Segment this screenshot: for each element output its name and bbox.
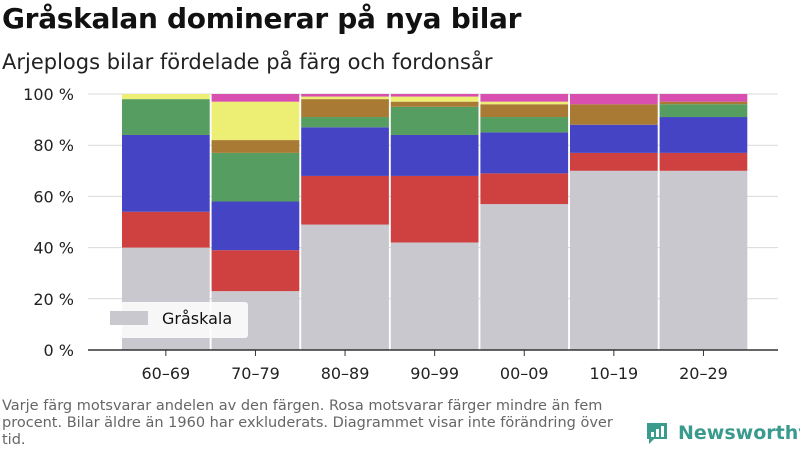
bar-segment <box>390 106 479 135</box>
bar-segment <box>390 96 479 102</box>
bar-segment <box>301 94 389 97</box>
y-tick-label: 100 % <box>23 85 74 104</box>
bar-segment <box>301 117 389 128</box>
brand-name: Newsworthy <box>678 422 800 444</box>
bar-segment <box>211 140 300 153</box>
chart-title: Gråskalan dominerar på nya bilar <box>2 2 522 35</box>
bar-chart-logo-icon <box>647 423 667 444</box>
bar-segment <box>390 101 479 107</box>
x-tick-label: 80–89 <box>321 364 370 383</box>
x-tick-label: 70–79 <box>231 364 280 383</box>
bar-segment <box>122 134 210 212</box>
legend-label: Gråskala <box>162 309 232 328</box>
bar-segment <box>390 242 479 350</box>
bar-segment <box>480 117 569 133</box>
bar-segment <box>659 94 748 102</box>
y-tick-label: 80 % <box>33 136 74 155</box>
y-tick-label: 20 % <box>33 290 74 309</box>
x-tick-label: 90–99 <box>410 364 459 383</box>
bar-segment <box>390 134 479 176</box>
bar-segment <box>570 170 658 350</box>
bar-segment <box>301 99 389 118</box>
legend: Gråskala <box>102 302 248 338</box>
bar-segment <box>301 96 389 100</box>
y-tick-label: 60 % <box>33 187 74 206</box>
bar-segment <box>390 94 479 97</box>
bar-segment <box>480 104 569 118</box>
bar-segment <box>301 127 389 176</box>
bar-segment <box>480 132 569 174</box>
bar-segment <box>122 94 210 100</box>
bar-segment <box>659 152 748 171</box>
bar-segment <box>570 94 658 105</box>
bar-segment <box>480 204 569 350</box>
bar-segment <box>390 175 479 243</box>
chart-subtitle: Arjeplogs bilar fördelade på färg och fo… <box>2 50 493 74</box>
footnote: Varje färg motsvarar andelen av den färg… <box>2 398 613 448</box>
bar-segment <box>122 211 210 248</box>
bar-segment <box>570 104 658 125</box>
bar-segment <box>659 101 748 105</box>
bar-segment <box>211 152 300 202</box>
bar-segment <box>570 152 658 171</box>
bar-segment <box>301 224 389 350</box>
bar-segment <box>659 170 748 350</box>
stacked-bar-chart: 0 % 20 % 40 % 60 % 80 % 100 % 60–69 70–79 80–89… <box>23 85 778 383</box>
bar-segment <box>480 101 569 105</box>
bar-segment <box>211 94 300 102</box>
x-tick-label: 20–29 <box>679 364 728 383</box>
bar-segment <box>570 124 658 153</box>
bar-segment <box>480 94 569 102</box>
bar-segment <box>480 173 569 205</box>
bar-segment <box>301 175 389 225</box>
x-tick-label: 10–19 <box>589 364 638 383</box>
bar-segment <box>211 250 300 292</box>
bar-segment <box>122 99 210 135</box>
y-tick-label: 40 % <box>33 239 74 258</box>
bar-segment <box>211 201 300 251</box>
x-tick-label: 60–69 <box>141 364 190 383</box>
legend-swatch <box>110 311 148 325</box>
y-tick-label: 0 % <box>44 341 74 360</box>
brand: Newsworthy <box>644 420 800 446</box>
bar-segment <box>211 101 300 141</box>
bar-segment <box>659 104 748 118</box>
x-tick-label: 00–09 <box>500 364 549 383</box>
bar-segment <box>659 117 748 153</box>
